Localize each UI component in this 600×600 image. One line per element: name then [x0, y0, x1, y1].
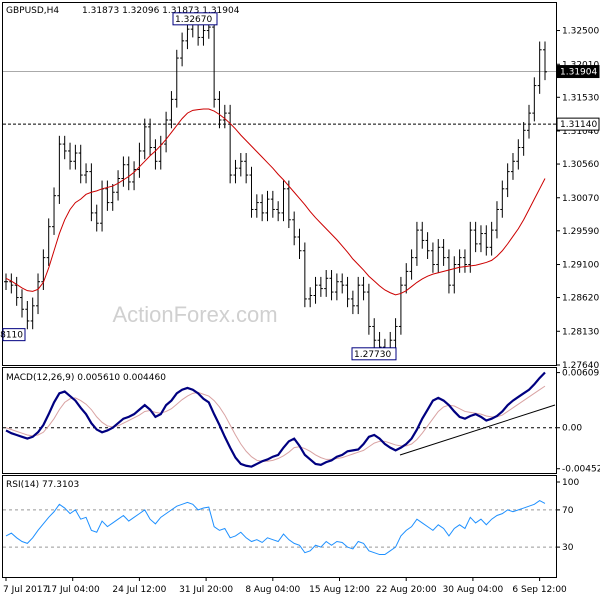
x-tick-label: 8 Aug 04:00	[245, 585, 300, 595]
price-tick-label: 1.32500	[562, 27, 599, 37]
rsi-tick-label: 30	[562, 543, 574, 553]
price-annotations: 1.32670 1.27730 1.28110	[0, 12, 397, 361]
rsi-y-axis: 100 70 30	[3, 478, 579, 553]
header-ohlc: 1.31873 1.32096 1.31873 1.31904	[82, 6, 240, 16]
rsi-series	[5, 500, 546, 556]
price-tag-box	[556, 65, 600, 79]
macd-tick-label: -0.004527	[562, 465, 600, 475]
price-tag-label: 1.31140	[560, 120, 597, 130]
price-tick-label: 1.31040	[562, 127, 599, 137]
price-series	[5, 108, 546, 296]
macd-title: MACD(12,26,9) 0.005610 0.004460	[6, 373, 166, 383]
x-tick-label: 17 Jul 04:00	[46, 585, 100, 595]
x-tick-label: 31 Jul 20:00	[179, 585, 233, 595]
price-tag-label: 1.31904	[560, 68, 597, 78]
annotation-box	[2, 328, 26, 342]
moving-average-line	[5, 108, 546, 296]
price-tick-label: 1.27640	[562, 361, 599, 371]
header-symbol: GBPUSD,H4	[6, 6, 59, 16]
x-tick-label: 24 Jul 12:00	[112, 585, 166, 595]
rsi-tick-label: 100	[562, 478, 579, 488]
price-overlays	[3, 71, 556, 125]
macd-tick-label: 0.006093	[562, 369, 600, 379]
x-tick-label: 7 Jul 2017	[3, 585, 48, 595]
price-tick-label: 1.29590	[562, 227, 599, 237]
price-tick-label: 1.31530	[562, 93, 599, 103]
rsi-tick-label: 70	[562, 506, 574, 516]
annotation-label: 1.32670	[175, 15, 212, 25]
macd-trendline	[399, 404, 556, 456]
price-tick-label: 1.30560	[562, 160, 599, 170]
macd-line	[5, 371, 546, 468]
annotation-label: 1.27730	[354, 350, 391, 360]
price-tick-label: 1.29100	[562, 261, 599, 271]
price-pane	[2, 2, 557, 366]
x-tick-label: 15 Aug 12:00	[309, 585, 370, 595]
annotation-label: 1.28110	[0, 331, 23, 341]
macd-series	[5, 371, 556, 468]
price-tick-label: 1.30070	[562, 194, 599, 204]
watermark: ActionForex.com	[112, 302, 277, 327]
price-tick-label: 1.28130	[562, 327, 599, 337]
macd-tick-label: 0.00	[562, 424, 582, 434]
rsi-pane	[2, 475, 557, 578]
price-tag-box	[556, 117, 600, 131]
rsi-title: RSI(14) 77.3103	[6, 480, 79, 490]
x-tick-label: 22 Aug 20:00	[376, 585, 437, 595]
price-tags: 1.31904 1.31140	[556, 65, 600, 131]
price-y-axis: 1.325001.320101.315301.310401.305601.300…	[557, 27, 599, 371]
macd-y-axis: 0.006093 0.00 -0.004527	[3, 369, 600, 475]
signal-line	[5, 385, 546, 462]
price-tick-label: 1.28620	[562, 294, 599, 304]
price-bars	[4, 15, 547, 359]
annotation-box	[351, 347, 397, 361]
macd-pane	[2, 367, 557, 474]
x-tick-label: 6 Sep 12:00	[512, 585, 567, 595]
annotation-box	[172, 12, 218, 26]
rsi-line	[5, 500, 546, 556]
chart-header: GBPUSD,H4 1.31873 1.32096 1.31873 1.3190…	[6, 6, 240, 16]
x-tick-label: 30 Aug 04:00	[443, 585, 504, 595]
